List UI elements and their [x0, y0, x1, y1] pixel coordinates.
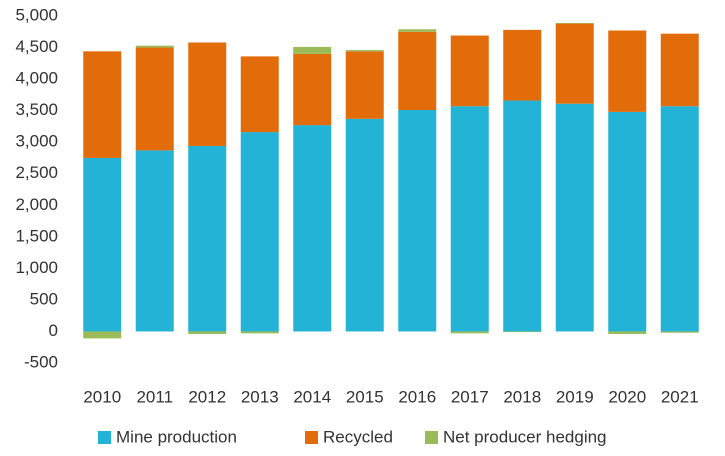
bar-segment: [293, 125, 332, 332]
y-tick-label: 4,500: [15, 37, 58, 56]
y-tick-label: 2,500: [15, 163, 58, 182]
bar-segment: [660, 33, 699, 107]
x-tick-label: 2015: [346, 387, 384, 406]
bar-segment: [293, 46, 332, 54]
y-tick-label: 500: [30, 289, 58, 308]
y-tick-label: 2,000: [15, 195, 58, 214]
bar-segment: [188, 42, 227, 146]
x-tick-label: 2019: [556, 387, 594, 406]
y-tick-label: 3,000: [15, 132, 58, 151]
bar-segment: [450, 35, 489, 107]
bar-segment: [240, 132, 279, 332]
bar-segment: [188, 331, 227, 334]
bar-segment: [450, 106, 489, 332]
legend-swatch: [425, 431, 438, 444]
bar-segment: [135, 47, 174, 151]
bar-segment: [398, 110, 437, 332]
bar-segment: [135, 45, 174, 48]
x-tick-label: 2020: [608, 387, 646, 406]
bar-segment: [398, 29, 437, 32]
y-tick-label: 5,000: [15, 5, 58, 24]
x-tick-label: 2014: [293, 387, 331, 406]
y-tick-label: 3,500: [15, 100, 58, 119]
bar-segment: [345, 118, 384, 332]
bar-segment: [608, 331, 647, 334]
bar-segment: [398, 31, 437, 111]
bar-segment: [660, 106, 699, 332]
bar-segment: [555, 22, 594, 24]
x-tick-label: 2017: [451, 387, 489, 406]
x-tick-label: 2013: [241, 387, 279, 406]
bar-segment: [555, 23, 594, 104]
bar-segment: [83, 51, 122, 158]
y-tick-label: -500: [24, 352, 58, 371]
bar-segment: [608, 30, 647, 112]
bar-segment: [345, 51, 384, 119]
bar-segment: [503, 29, 542, 101]
bar-segment: [660, 331, 699, 333]
bar-segment: [555, 103, 594, 332]
bar-segment: [240, 331, 279, 334]
y-tick-label: 0: [49, 321, 58, 340]
legend-swatch: [305, 431, 318, 444]
legend-swatch: [98, 431, 111, 444]
y-tick-label: 1,000: [15, 258, 58, 277]
bar-segment: [135, 150, 174, 332]
bar-segment: [345, 50, 384, 52]
bar-segment: [503, 331, 542, 333]
bar-segment: [188, 145, 227, 332]
bar-segment: [83, 331, 122, 339]
x-tick-label: 2011: [136, 387, 173, 406]
bar-segment: [240, 56, 279, 133]
legend-label: Mine production: [116, 427, 237, 446]
y-tick-label: 1,500: [15, 226, 58, 245]
x-tick-label: 2018: [503, 387, 541, 406]
x-tick-label: 2010: [83, 387, 121, 406]
bar-segment: [450, 331, 489, 334]
legend-label: Net producer hedging: [443, 427, 607, 446]
x-tick-label: 2021: [661, 387, 699, 406]
bar-segment: [83, 157, 122, 332]
x-tick-label: 2012: [188, 387, 226, 406]
y-tick-label: 4,000: [15, 69, 58, 88]
x-tick-label: 2016: [398, 387, 436, 406]
bar-segment: [293, 53, 332, 126]
legend-label: Recycled: [323, 427, 393, 446]
bar-segment: [608, 111, 647, 332]
bar-segment: [503, 100, 542, 332]
